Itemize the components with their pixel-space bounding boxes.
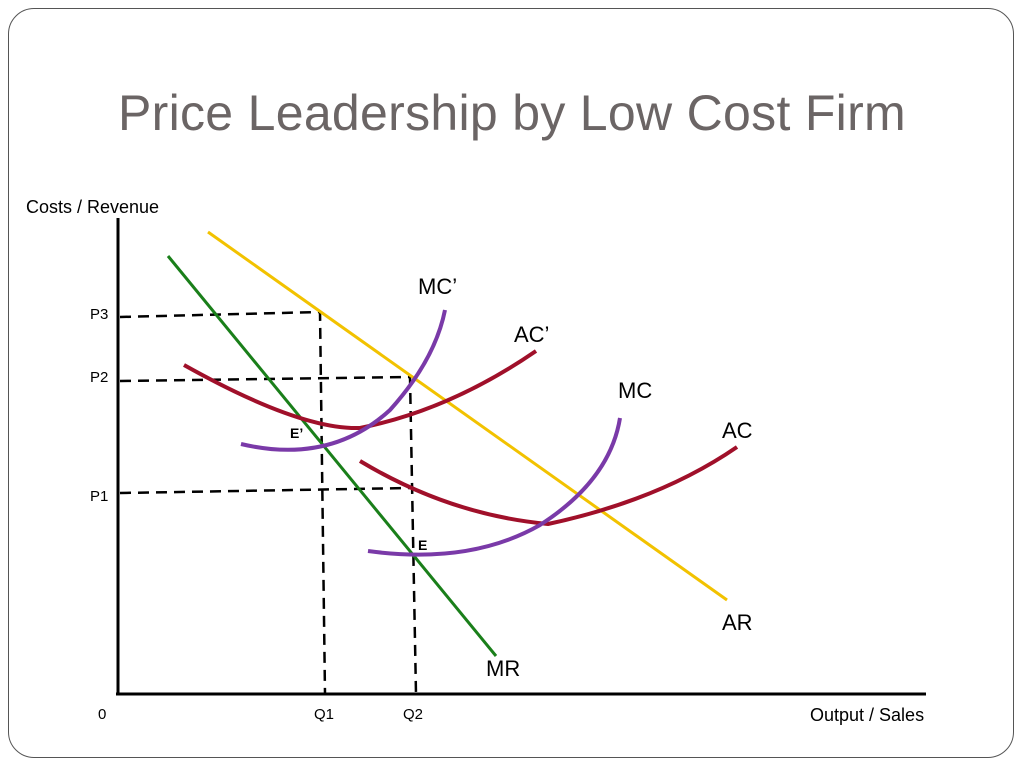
mc-curve [367, 417, 622, 557]
ac-prime-curve [183, 349, 538, 431]
p3-label: P3 [90, 306, 108, 323]
y-axis-label: Costs / Revenue [26, 197, 159, 217]
p3-guide-line [119, 310, 327, 695]
p1-guide-line [119, 486, 411, 495]
slide-frame [8, 8, 1014, 758]
q1-label: Q1 [314, 706, 334, 723]
p1-label: P1 [90, 488, 108, 505]
mr-label: MR [486, 656, 520, 681]
ac-prime-label: AC’ [514, 322, 549, 347]
origin-label: 0 [98, 706, 106, 723]
mr-curve [166, 255, 498, 657]
e-prime-point-label: E’ [290, 425, 303, 441]
ar-curve [207, 230, 728, 602]
ar-label: AR [722, 610, 753, 635]
x-axis-label: Output / Sales [810, 705, 924, 725]
q2-label: Q2 [403, 706, 423, 723]
e-point-label: E [418, 537, 427, 553]
mc-label: MC [618, 378, 652, 403]
ac-curve [358, 445, 739, 527]
slide-title: Price Leadership by Low Cost Firm [118, 85, 906, 141]
mc-prime-curve [240, 309, 447, 452]
ac-label: AC [722, 418, 753, 443]
p2-label: P2 [90, 369, 108, 386]
mc-prime-label: MC’ [418, 274, 457, 299]
